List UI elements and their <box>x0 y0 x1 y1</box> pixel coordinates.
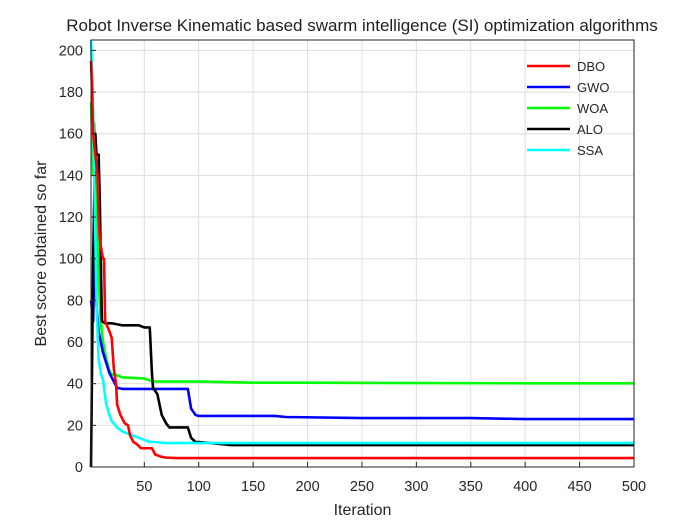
y-tick-label: 80 <box>67 293 83 309</box>
x-tick-label: 350 <box>459 479 483 495</box>
legend-label: DBO <box>577 59 605 74</box>
y-tick-label: 140 <box>59 168 83 184</box>
y-axis-label: Best score obtained so far <box>33 160 50 347</box>
y-tick-label: 0 <box>75 460 83 476</box>
legend-label: SSA <box>577 143 603 158</box>
series-line-ssa <box>89 39 634 445</box>
legend-label: WOA <box>577 101 608 116</box>
series-layer <box>89 39 634 468</box>
x-tick-label: 300 <box>404 479 428 495</box>
plot-area <box>91 40 634 467</box>
y-tick-label: 100 <box>59 252 83 268</box>
y-tick-label: 40 <box>67 377 83 393</box>
x-tick-label: 100 <box>187 479 211 495</box>
legend-label: GWO <box>577 80 610 95</box>
plot-frame <box>90 39 635 468</box>
x-axis-label: Iteration <box>334 502 392 519</box>
y-tick-label: 20 <box>67 418 83 434</box>
y-tick-label: 60 <box>67 335 83 351</box>
y-tick-label: 120 <box>59 210 83 226</box>
x-tick-label: 450 <box>567 479 591 495</box>
x-tick-label: 250 <box>350 479 374 495</box>
x-tick-label: 150 <box>241 479 265 495</box>
ticks: 50 100 150 200 250 300 350 400 450 500 0 20 40 60 80 10… <box>59 43 646 495</box>
y-tick-label: 180 <box>59 85 83 101</box>
x-tick-label: 50 <box>136 479 152 495</box>
series-line-dbo <box>89 60 634 460</box>
x-tick-label: 500 <box>622 479 646 495</box>
y-tick-label: 160 <box>59 127 83 143</box>
grid <box>91 40 634 467</box>
legend: DBO GWO WOA ALO SSA <box>527 59 610 158</box>
y-tick-label: 200 <box>59 43 83 59</box>
x-tick-label: 400 <box>513 479 537 495</box>
chart-title: Robot Inverse Kinematic based swarm inte… <box>66 16 657 35</box>
x-tick-label: 200 <box>295 479 319 495</box>
legend-label: ALO <box>577 122 603 137</box>
